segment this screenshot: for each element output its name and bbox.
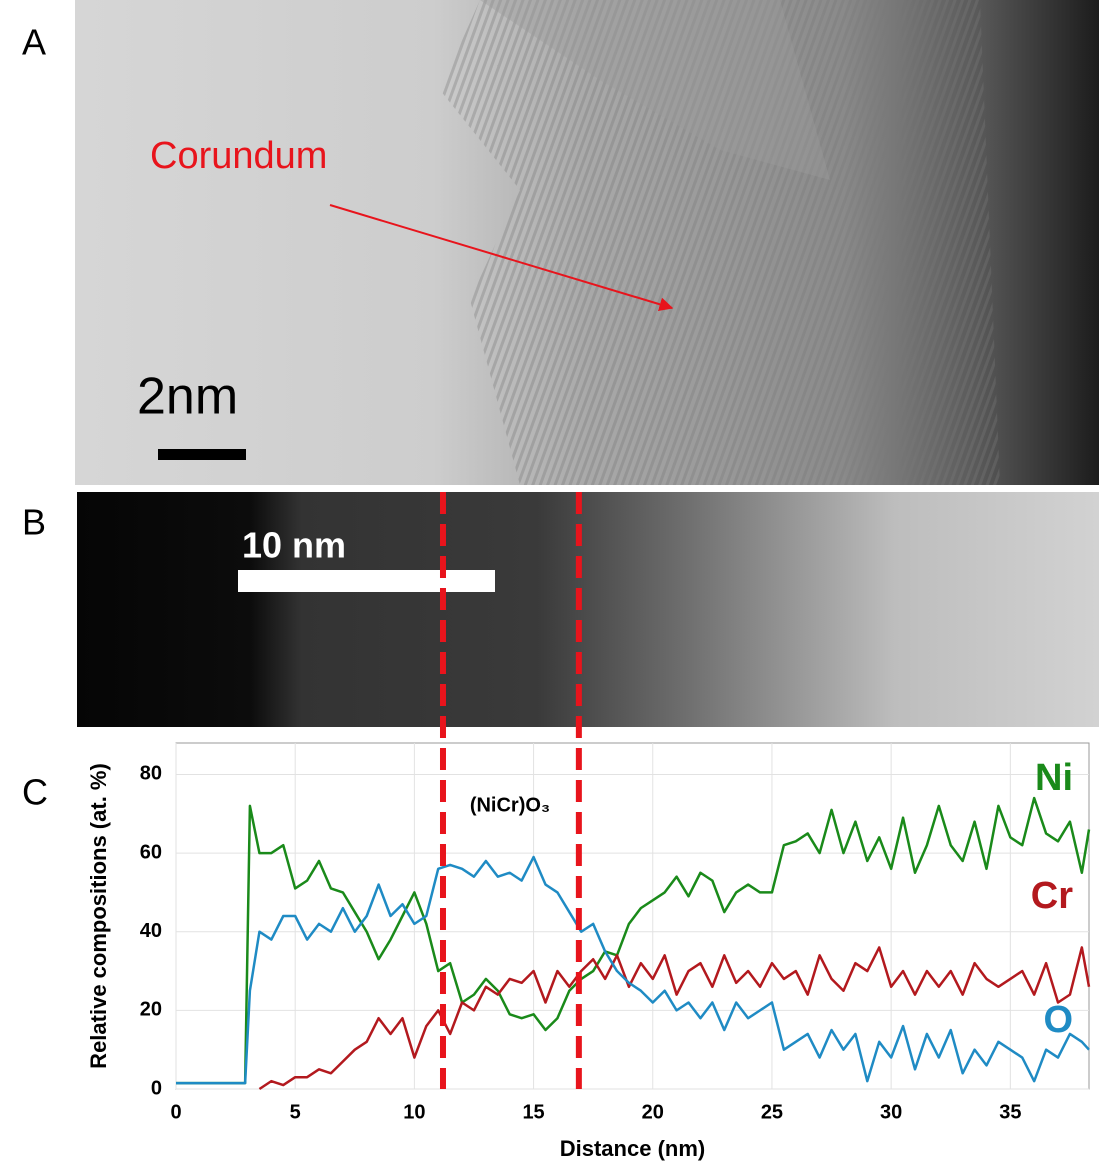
x-tick-label: 30 — [880, 1101, 902, 1123]
x-tick-label: 25 — [761, 1101, 783, 1123]
series-line — [258, 946, 1091, 1091]
panel-label: A — [22, 22, 46, 63]
scale-bar — [238, 570, 495, 592]
series-line — [176, 796, 1091, 1085]
y-tick-label: 60 — [140, 841, 162, 863]
y-tick-label: 40 — [140, 920, 162, 942]
scale-bar-label: 2nm — [137, 368, 238, 426]
annotation: Corundum — [150, 135, 327, 177]
x-tick-label: 35 — [999, 1101, 1021, 1123]
y-tick-label: 20 — [140, 999, 162, 1021]
stem-image — [77, 492, 1099, 727]
legend-label: O — [1043, 999, 1073, 1041]
y-axis-label: Relative compositions (at. %) — [86, 763, 111, 1069]
x-tick-label: 10 — [403, 1101, 425, 1123]
legend-label: Ni — [1035, 757, 1073, 799]
x-tick-label: 0 — [170, 1101, 181, 1123]
panel-label: B — [22, 502, 46, 543]
panel-label: C — [22, 772, 48, 813]
scale-bar — [158, 449, 246, 460]
chart: 0 20 40 60 80 0 5 10 15 20 25 30 35 Distance (nm) Rela… — [86, 742, 1091, 1161]
series-line — [176, 855, 1090, 1085]
tem-image — [75, 0, 1099, 485]
x-axis-label: Distance (nm) — [560, 1136, 705, 1161]
x-tick-label: 20 — [642, 1101, 664, 1123]
x-tick-label: 15 — [522, 1101, 544, 1123]
scale-bar-label: 10 nm — [242, 525, 346, 566]
y-tick-label: 0 — [151, 1077, 162, 1099]
annotation: (NiCr)O₃ — [470, 794, 550, 816]
y-tick-label: 80 — [140, 763, 162, 785]
x-tick-label: 5 — [290, 1101, 301, 1123]
legend-label: Cr — [1031, 875, 1073, 917]
arrow — [329, 204, 674, 312]
